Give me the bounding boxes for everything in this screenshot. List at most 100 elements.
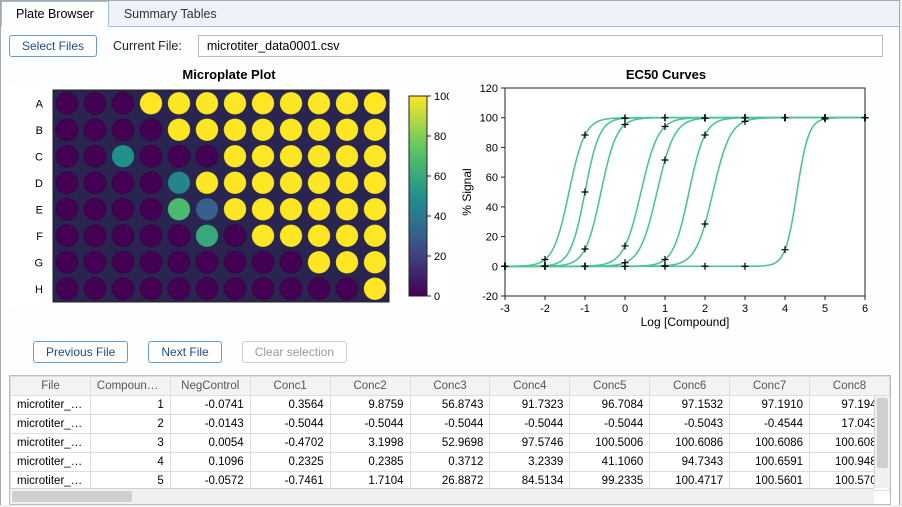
svg-text:20: 20 — [434, 251, 446, 263]
table-cell: -0.4544 — [730, 415, 810, 434]
svg-text:-1: -1 — [580, 303, 590, 315]
table-cell: 9.8759 — [330, 396, 410, 415]
table-cell: 41.1060 — [570, 453, 650, 472]
table-row[interactable]: microtiter_d...1-0.07410.35649.875956.87… — [11, 396, 890, 415]
clear-selection-button[interactable]: Clear selection — [242, 341, 347, 363]
table-cell: 2 — [90, 415, 170, 434]
file-nav-row: Previous File Next File Clear selection — [9, 333, 891, 369]
column-header[interactable]: Conc8 — [810, 377, 890, 396]
table-cell: -0.0741 — [170, 396, 250, 415]
svg-text:0: 0 — [434, 291, 440, 303]
column-header[interactable]: Conc1 — [250, 377, 330, 396]
content-area: Microplate Plot ABCDEFGH020406080100 EC5… — [1, 61, 899, 505]
svg-text:20: 20 — [486, 232, 498, 244]
svg-text:5: 5 — [822, 303, 828, 315]
column-header[interactable]: NegControl — [170, 377, 250, 396]
column-header[interactable]: Conc5 — [570, 377, 650, 396]
scrollbar-thumb[interactable] — [877, 398, 888, 468]
svg-text:60: 60 — [486, 172, 498, 184]
table-horizontal-scrollbar[interactable] — [10, 488, 874, 504]
table-row[interactable]: microtiter_d...2-0.0143-0.5044-0.5044-0.… — [11, 415, 890, 434]
ec50-title: EC50 Curves — [457, 65, 875, 84]
table-cell: 4 — [90, 453, 170, 472]
table-cell: microtiter_d... — [11, 434, 91, 453]
table-cell: 94.7343 — [650, 453, 730, 472]
table-cell: microtiter_d... — [11, 415, 91, 434]
svg-text:4: 4 — [782, 303, 788, 315]
table-cell: 91.7323 — [490, 396, 570, 415]
column-header[interactable]: Conc7 — [730, 377, 810, 396]
column-header[interactable]: Conc4 — [490, 377, 570, 396]
svg-text:G: G — [34, 257, 43, 269]
svg-text:Log [Compound]: Log [Compound] — [641, 315, 730, 329]
column-header[interactable]: Compound Nr — [90, 377, 170, 396]
svg-text:0: 0 — [492, 261, 498, 273]
svg-text:100: 100 — [434, 91, 449, 103]
column-header[interactable]: Conc3 — [410, 377, 490, 396]
table-cell: 0.2385 — [330, 453, 410, 472]
table-cell: 1 — [90, 396, 170, 415]
tab-summary-tables[interactable]: Summary Tables — [109, 1, 232, 26]
svg-text:40: 40 — [434, 211, 446, 223]
ec50-plot[interactable]: -3-2-10123456-20020406080100120Log [Comp… — [457, 84, 875, 330]
data-table-wrap: FileCompound NrNegControlConc1Conc2Conc3… — [9, 375, 891, 505]
table-cell: 96.7084 — [570, 396, 650, 415]
plots-row: Microplate Plot ABCDEFGH020406080100 EC5… — [9, 65, 891, 333]
svg-text:E: E — [36, 204, 43, 216]
table-cell: 0.3564 — [250, 396, 330, 415]
svg-text:D: D — [35, 178, 43, 190]
table-cell: 52.9698 — [410, 434, 490, 453]
svg-text:-2: -2 — [540, 303, 550, 315]
table-cell: -0.5044 — [250, 415, 330, 434]
previous-file-button[interactable]: Previous File — [33, 341, 128, 363]
current-file-label: Current File: — [113, 39, 182, 53]
table-cell: -0.5043 — [650, 415, 730, 434]
svg-text:40: 40 — [486, 202, 498, 214]
table-cell: microtiter_d... — [11, 396, 91, 415]
table-cell: 100.5006 — [570, 434, 650, 453]
table-cell: 0.1096 — [170, 453, 250, 472]
current-file-input[interactable] — [198, 35, 883, 57]
svg-text:60: 60 — [434, 171, 446, 183]
table-cell: 0.3712 — [410, 453, 490, 472]
toolbar: Select Files Current File: — [1, 27, 899, 61]
tab-plate-browser[interactable]: Plate Browser — [1, 1, 109, 27]
table-cell: 0.0054 — [170, 434, 250, 453]
svg-text:H: H — [35, 284, 43, 296]
column-header[interactable]: Conc2 — [330, 377, 410, 396]
table-cell: 97.5746 — [490, 434, 570, 453]
svg-text:100: 100 — [480, 113, 498, 125]
table-cell: 3 — [90, 434, 170, 453]
svg-text:80: 80 — [486, 142, 498, 154]
table-cell: -0.5044 — [490, 415, 570, 434]
svg-text:A: A — [36, 98, 44, 110]
svg-text:2: 2 — [702, 303, 708, 315]
svg-text:3: 3 — [742, 303, 748, 315]
microplate-plot[interactable]: ABCDEFGH020406080100 — [9, 84, 449, 308]
data-table[interactable]: FileCompound NrNegControlConc1Conc2Conc3… — [10, 376, 890, 491]
table-cell: -0.5044 — [570, 415, 650, 434]
microplate-title: Microplate Plot — [9, 65, 449, 84]
svg-text:0: 0 — [622, 303, 628, 315]
table-row[interactable]: microtiter_d...30.0054-0.47023.199852.96… — [11, 434, 890, 453]
column-header[interactable]: Conc6 — [650, 377, 730, 396]
table-cell: -0.5044 — [330, 415, 410, 434]
table-cell: 97.1532 — [650, 396, 730, 415]
svg-text:B: B — [36, 125, 43, 137]
table-cell: 100.6591 — [730, 453, 810, 472]
svg-text:-3: -3 — [500, 303, 510, 315]
scrollbar-thumb[interactable] — [12, 491, 132, 502]
svg-text:1: 1 — [662, 303, 668, 315]
table-row[interactable]: microtiter_d...40.10960.23250.23850.3712… — [11, 453, 890, 472]
table-cell: -0.4702 — [250, 434, 330, 453]
column-header[interactable]: File — [11, 377, 91, 396]
table-vertical-scrollbar[interactable] — [874, 396, 890, 488]
table-cell: -0.0143 — [170, 415, 250, 434]
table-cell: 56.8743 — [410, 396, 490, 415]
next-file-button[interactable]: Next File — [148, 341, 221, 363]
select-files-button[interactable]: Select Files — [9, 35, 97, 57]
table-cell: 100.6086 — [650, 434, 730, 453]
table-cell: 100.6086 — [730, 434, 810, 453]
svg-text:-20: -20 — [482, 291, 498, 303]
table-cell: 3.2339 — [490, 453, 570, 472]
